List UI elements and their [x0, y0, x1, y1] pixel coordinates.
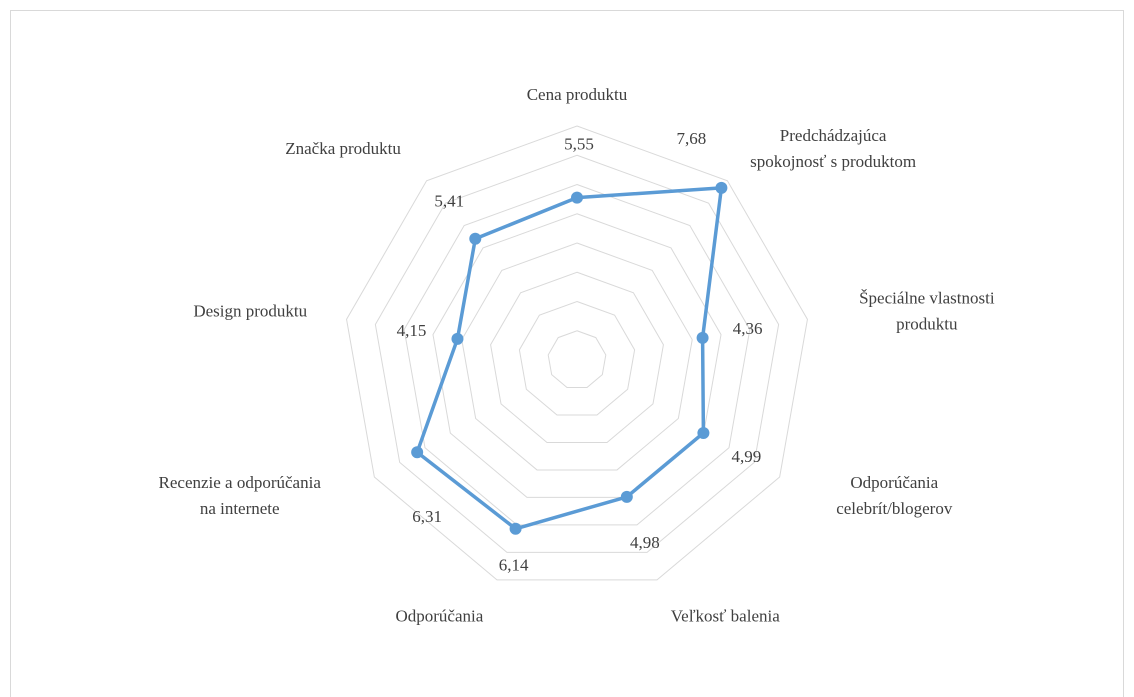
category-label: Veľkosť balenia — [671, 606, 781, 625]
category-label: Odporúčania celebrít/blogerov — [836, 473, 953, 518]
category-label-line: Veľkosť balenia — [671, 606, 781, 625]
grid-ring — [432, 213, 722, 498]
data-point — [620, 490, 633, 503]
category-label-line: Design produktu — [193, 301, 307, 320]
category-label: Špeciálne vlastnosti produktu — [859, 288, 995, 333]
data-point — [469, 232, 482, 245]
grid-ring — [490, 271, 664, 443]
grid-ring — [461, 242, 693, 471]
data-label: 5,55 — [564, 135, 594, 154]
category-label-line: Recenzie a odporúčania — [159, 473, 322, 492]
series-line — [415, 186, 724, 531]
data-point — [509, 522, 522, 535]
category-label: Odporúčania — [395, 606, 483, 625]
data-point — [697, 426, 710, 439]
category-label-line: Predchádzajúca — [780, 126, 887, 145]
data-label: 4,36 — [733, 319, 763, 338]
category-label-line: Špeciálne vlastnosti — [859, 288, 995, 307]
data-point — [696, 331, 709, 344]
category-label-line: Odporúčania — [850, 473, 938, 492]
grid-ring — [346, 125, 808, 581]
category-label-line: celebrít/blogerov — [836, 499, 953, 518]
category-label-line: Cena produktu — [527, 85, 628, 104]
category-label-line: Značka produktu — [285, 139, 401, 158]
data-point — [715, 181, 728, 194]
category-label: Recenzie a odporúčania na internete — [159, 473, 322, 518]
data-label: 4,99 — [732, 447, 762, 466]
category-label-line: produktu — [896, 314, 958, 333]
category-label-line: Odporúčania — [395, 606, 483, 625]
category-label-line: spokojnosť s produktom — [750, 152, 916, 171]
data-label: 4,15 — [397, 321, 427, 340]
grid-ring — [518, 300, 636, 416]
category-label: Značka produktu — [285, 139, 401, 158]
data-label: 7,68 — [677, 129, 707, 148]
grid-ring — [547, 330, 607, 388]
chart-frame — [10, 10, 1124, 697]
data-label: 4,98 — [630, 533, 660, 552]
category-label-line: na internete — [200, 499, 280, 518]
data-label: 6,31 — [412, 507, 442, 526]
data-point — [571, 191, 583, 204]
data-label: 6,14 — [499, 556, 529, 575]
category-label: Predchádzajúca spokojnosť s produktom — [750, 126, 916, 171]
grid-ring — [403, 183, 751, 526]
grid-ring — [374, 154, 780, 553]
category-label: Design produktu — [193, 301, 307, 320]
data-point — [451, 332, 464, 345]
data-label: 5,41 — [434, 192, 464, 211]
data-point — [411, 446, 424, 459]
category-label: Cena produktu — [527, 85, 628, 104]
